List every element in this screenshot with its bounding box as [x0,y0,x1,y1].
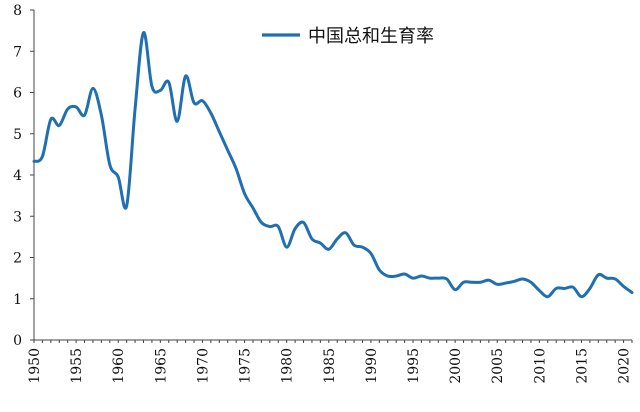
x-tick-label: 1975 [238,348,254,384]
axes [33,10,632,341]
x-tick-label: 2020 [617,348,633,384]
y-tick-label: 3 [13,209,22,225]
x-tick-label: 1970 [195,348,211,384]
y-tick-label: 8 [13,3,22,19]
series-group [32,31,634,299]
x-tick-label: 2005 [490,348,506,384]
x-tick-label: 2015 [574,348,590,384]
y-tick-label: 5 [13,127,22,143]
y-tick-label: 7 [13,44,22,60]
y-tick-label: 2 [13,251,22,267]
x-tick-label: 2000 [448,348,464,384]
y-tick-label: 0 [13,333,22,349]
y-tick-label: 4 [13,168,22,184]
x-tick-label: 1985 [322,348,338,384]
series-line-0 [32,31,634,299]
legend-label-series-0: 中国总和生育率 [308,26,434,47]
legend: 中国总和生育率 [262,26,434,47]
x-tick-label: 1995 [406,348,422,384]
y-tick-label: 1 [13,292,22,308]
x-tick-label: 1990 [364,348,380,384]
ticks: 0 1 2 3 4 5 6 7 8 1950 1955 1960 1965 1970 1975 1980 198… [13,3,632,384]
x-tick-label: 1950 [27,348,43,384]
x-tick-label: 1960 [111,348,127,384]
x-tick-label: 1955 [69,348,85,384]
x-tick-label: 1980 [280,348,296,384]
x-tick-label: 2010 [532,348,548,384]
x-tick-label: 1965 [153,348,169,384]
y-tick-label: 6 [13,86,22,102]
